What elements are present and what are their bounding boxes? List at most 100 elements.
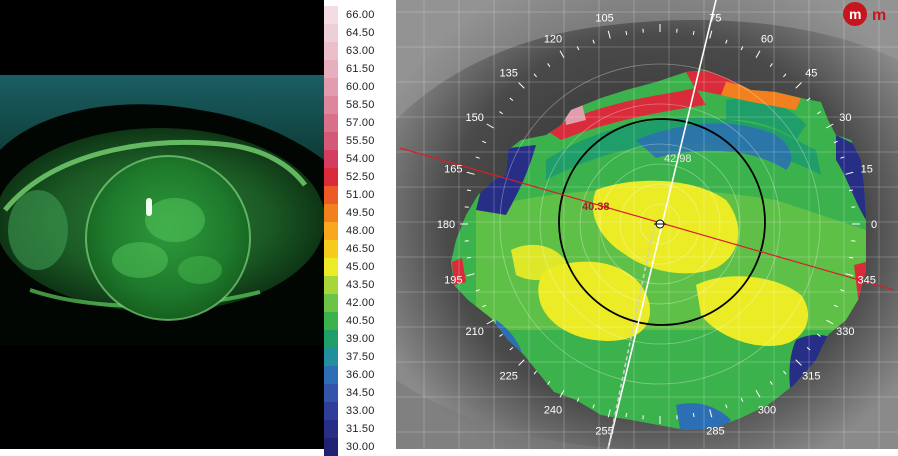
scale-swatch <box>324 60 338 78</box>
scale-row: 46.50 <box>324 240 396 258</box>
scale-swatch <box>324 204 338 222</box>
scale-value: 66.00 <box>338 9 375 21</box>
corneal-reflex <box>146 198 152 216</box>
scale-value: 39.00 <box>338 333 375 345</box>
degree-tick <box>467 257 471 258</box>
degree-label: 105 <box>595 12 613 24</box>
marker-value: 40.38 <box>582 201 610 213</box>
scale-row: 58.50 <box>324 96 396 114</box>
apex-value: 42.98 <box>664 153 692 165</box>
scale-row: 61.50 <box>324 60 396 78</box>
degree-tick <box>693 31 694 35</box>
scale-swatch <box>324 330 338 348</box>
scale-swatch <box>324 186 338 204</box>
degree-tick <box>626 413 627 417</box>
scale-swatch <box>324 114 338 132</box>
scale-value: 48.00 <box>338 225 375 237</box>
scale-swatch <box>324 222 338 240</box>
scale-row: 39.00 <box>324 330 396 348</box>
scale-value: 34.50 <box>338 387 375 399</box>
scale-value: 33.00 <box>338 405 375 417</box>
scale-value: 64.50 <box>338 27 375 39</box>
eye-photo-drawing <box>0 0 324 449</box>
scale-value: 61.50 <box>338 63 375 75</box>
scale-row: 40.50 <box>324 312 396 330</box>
svg-text:m: m <box>872 7 886 24</box>
scale-value: 60.00 <box>338 81 375 93</box>
scale-row: 33.00 <box>324 402 396 420</box>
scale-swatch <box>324 42 338 60</box>
scale-swatch <box>324 402 338 420</box>
degree-label: 45 <box>805 68 817 80</box>
scale-swatch <box>324 312 338 330</box>
degree-label: 30 <box>839 112 851 124</box>
scale-swatch <box>324 420 338 438</box>
degree-label: 210 <box>465 326 483 338</box>
scale-row: 45.00 <box>324 258 396 276</box>
scale-row: 36.00 <box>324 366 396 384</box>
scale-row: 48.00 <box>324 222 396 240</box>
scale-swatch <box>324 348 338 366</box>
scale-swatch <box>324 78 338 96</box>
degree-tick <box>467 190 471 191</box>
scale-row: 55.50 <box>324 132 396 150</box>
degree-tick <box>626 31 627 35</box>
degree-label: 180 <box>437 219 455 231</box>
scale-row: 63.00 <box>324 42 396 60</box>
degree-label: 330 <box>836 326 854 338</box>
degree-label: 150 <box>465 112 483 124</box>
degree-label: 75 <box>709 12 721 24</box>
scale-value: 31.50 <box>338 423 375 435</box>
degree-label: 315 <box>802 370 820 382</box>
scale-value: 43.50 <box>338 279 375 291</box>
scale-row: 31.50 <box>324 420 396 438</box>
scale-value: 30.00 <box>338 441 375 453</box>
scale-value: 54.00 <box>338 153 375 165</box>
scale-row: 42.00 <box>324 294 396 312</box>
degree-label: 135 <box>499 68 517 80</box>
scale-row: 57.00 <box>324 114 396 132</box>
scale-row: 34.50 <box>324 384 396 402</box>
scale-row: 66.00 <box>324 6 396 24</box>
scale-value: 40.50 <box>338 315 375 327</box>
degree-label: 15 <box>861 164 873 176</box>
scale-row: 64.50 <box>324 24 396 42</box>
scale-row: 49.50 <box>324 204 396 222</box>
scale-value: 63.00 <box>338 45 375 57</box>
degree-tick <box>849 190 853 191</box>
scale-swatch <box>324 276 338 294</box>
scale-row: 43.50 <box>324 276 396 294</box>
scale-swatch <box>324 366 338 384</box>
scale-swatch <box>324 150 338 168</box>
degree-label: 255 <box>595 426 613 438</box>
degree-label: 345 <box>858 274 876 286</box>
scale-value: 45.00 <box>338 261 375 273</box>
degree-label: 300 <box>758 404 776 416</box>
scale-row: 54.00 <box>324 150 396 168</box>
scale-value: 51.00 <box>338 189 375 201</box>
degree-label: 195 <box>444 274 462 286</box>
degree-tick <box>849 257 853 258</box>
scale-swatch <box>324 384 338 402</box>
degree-label: 165 <box>444 164 462 176</box>
scale-swatch <box>324 6 338 24</box>
degree-label: 285 <box>706 426 724 438</box>
scale-value: 58.50 <box>338 99 375 111</box>
fluorescein-photo <box>0 0 324 449</box>
degree-label: 225 <box>499 370 517 382</box>
scale-swatch <box>324 132 338 150</box>
scale-row: 30.00 <box>324 438 396 456</box>
scale-swatch <box>324 294 338 312</box>
scale-value: 36.00 <box>338 369 375 381</box>
degree-label: 0 <box>871 219 877 231</box>
scale-swatch <box>324 258 338 276</box>
degree-tick <box>693 413 694 417</box>
scale-swatch <box>324 96 338 114</box>
scale-value: 42.00 <box>338 297 375 309</box>
degree-label: 60 <box>761 34 773 46</box>
scale-value: 46.50 <box>338 243 375 255</box>
scale-row: 37.50 <box>324 348 396 366</box>
